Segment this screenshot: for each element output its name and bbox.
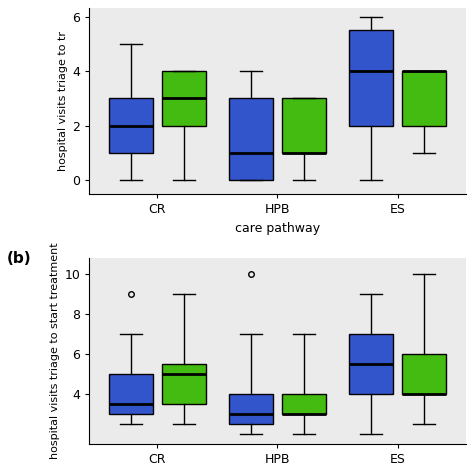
PathPatch shape [282, 394, 326, 414]
PathPatch shape [282, 99, 326, 153]
PathPatch shape [229, 394, 273, 424]
PathPatch shape [402, 71, 446, 126]
PathPatch shape [349, 30, 393, 126]
PathPatch shape [109, 374, 153, 414]
PathPatch shape [349, 334, 393, 394]
PathPatch shape [162, 364, 206, 404]
Text: (b): (b) [6, 250, 31, 265]
PathPatch shape [229, 99, 273, 181]
PathPatch shape [162, 71, 206, 126]
PathPatch shape [109, 99, 153, 153]
PathPatch shape [402, 354, 446, 394]
X-axis label: care pathway: care pathway [235, 222, 320, 235]
Y-axis label: hospital visits triage to tr: hospital visits triage to tr [58, 31, 68, 171]
Y-axis label: hospital visits triage to start treatment: hospital visits triage to start treatmen… [50, 243, 60, 459]
